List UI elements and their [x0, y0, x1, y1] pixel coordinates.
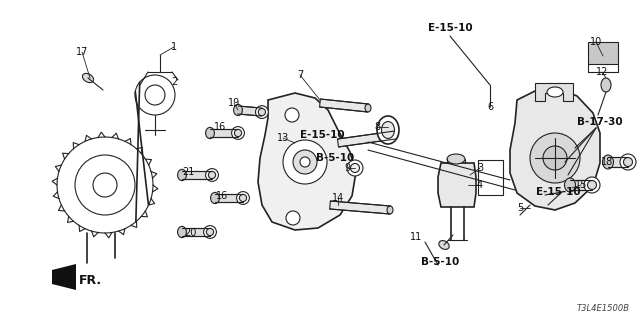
Circle shape	[259, 108, 266, 116]
Text: E-15-10: E-15-10	[300, 130, 344, 140]
Circle shape	[255, 106, 268, 118]
Circle shape	[206, 228, 214, 236]
Ellipse shape	[205, 127, 214, 139]
Ellipse shape	[178, 169, 186, 180]
Circle shape	[620, 154, 636, 170]
Polygon shape	[510, 88, 600, 210]
Text: E-15-10: E-15-10	[428, 23, 472, 33]
Text: 16: 16	[214, 122, 226, 132]
Circle shape	[234, 129, 242, 137]
Circle shape	[588, 180, 596, 189]
Circle shape	[286, 211, 300, 225]
Text: 13: 13	[277, 133, 289, 143]
Circle shape	[239, 195, 246, 202]
Circle shape	[300, 157, 310, 167]
Text: 10: 10	[590, 37, 602, 47]
Text: E-15-10: E-15-10	[536, 187, 580, 197]
Circle shape	[584, 177, 600, 193]
Text: 3: 3	[477, 163, 483, 173]
Circle shape	[530, 133, 580, 183]
Polygon shape	[438, 163, 476, 207]
Ellipse shape	[387, 206, 393, 214]
Text: 21: 21	[182, 167, 194, 177]
Bar	[478, 160, 503, 195]
Text: 20: 20	[184, 228, 196, 238]
Text: 6: 6	[487, 102, 493, 112]
Ellipse shape	[365, 104, 371, 112]
Polygon shape	[182, 228, 210, 236]
Polygon shape	[258, 93, 356, 230]
Text: 9: 9	[344, 163, 350, 173]
Text: 1: 1	[171, 42, 177, 52]
Ellipse shape	[381, 122, 394, 139]
Polygon shape	[608, 157, 628, 167]
Text: 19: 19	[228, 98, 240, 108]
Text: 12: 12	[596, 67, 608, 77]
Text: T3L4E1500B: T3L4E1500B	[577, 304, 630, 313]
Circle shape	[232, 127, 244, 140]
Ellipse shape	[377, 116, 399, 144]
Polygon shape	[52, 264, 76, 290]
Text: 4: 4	[477, 180, 483, 190]
Text: FR.: FR.	[79, 274, 102, 286]
Ellipse shape	[447, 154, 465, 164]
Polygon shape	[215, 194, 243, 202]
Ellipse shape	[564, 178, 575, 192]
Ellipse shape	[547, 87, 563, 97]
Bar	[588, 42, 618, 64]
Ellipse shape	[351, 164, 360, 172]
Circle shape	[205, 169, 218, 181]
Polygon shape	[337, 131, 396, 147]
Text: 8: 8	[374, 122, 380, 132]
Circle shape	[237, 192, 250, 204]
Ellipse shape	[178, 227, 186, 237]
Circle shape	[543, 146, 567, 170]
Polygon shape	[570, 180, 592, 190]
Text: B-17-30: B-17-30	[577, 117, 623, 127]
Circle shape	[293, 150, 317, 174]
Text: 7: 7	[297, 70, 303, 80]
Circle shape	[283, 140, 327, 184]
Text: 11: 11	[410, 232, 422, 242]
Polygon shape	[182, 171, 212, 179]
Ellipse shape	[211, 192, 220, 204]
Text: 14: 14	[332, 193, 344, 203]
Text: 5: 5	[517, 203, 523, 213]
Polygon shape	[237, 106, 262, 116]
Polygon shape	[319, 99, 369, 112]
Ellipse shape	[83, 73, 93, 83]
Polygon shape	[535, 83, 573, 101]
Text: 17: 17	[76, 47, 88, 57]
Ellipse shape	[439, 241, 449, 249]
Text: 18: 18	[601, 157, 613, 167]
Text: B-5-10: B-5-10	[421, 257, 459, 267]
Circle shape	[285, 108, 299, 122]
Ellipse shape	[347, 160, 363, 176]
Ellipse shape	[234, 104, 243, 116]
Ellipse shape	[392, 131, 398, 139]
Circle shape	[209, 172, 216, 179]
Text: 15: 15	[575, 180, 587, 190]
Polygon shape	[330, 201, 390, 214]
Polygon shape	[210, 129, 238, 137]
Text: 2: 2	[171, 77, 177, 87]
Text: B-5-10: B-5-10	[316, 153, 354, 163]
Ellipse shape	[602, 155, 614, 169]
Circle shape	[204, 226, 216, 238]
Text: 16: 16	[216, 191, 228, 201]
Ellipse shape	[601, 78, 611, 92]
Circle shape	[623, 157, 632, 166]
